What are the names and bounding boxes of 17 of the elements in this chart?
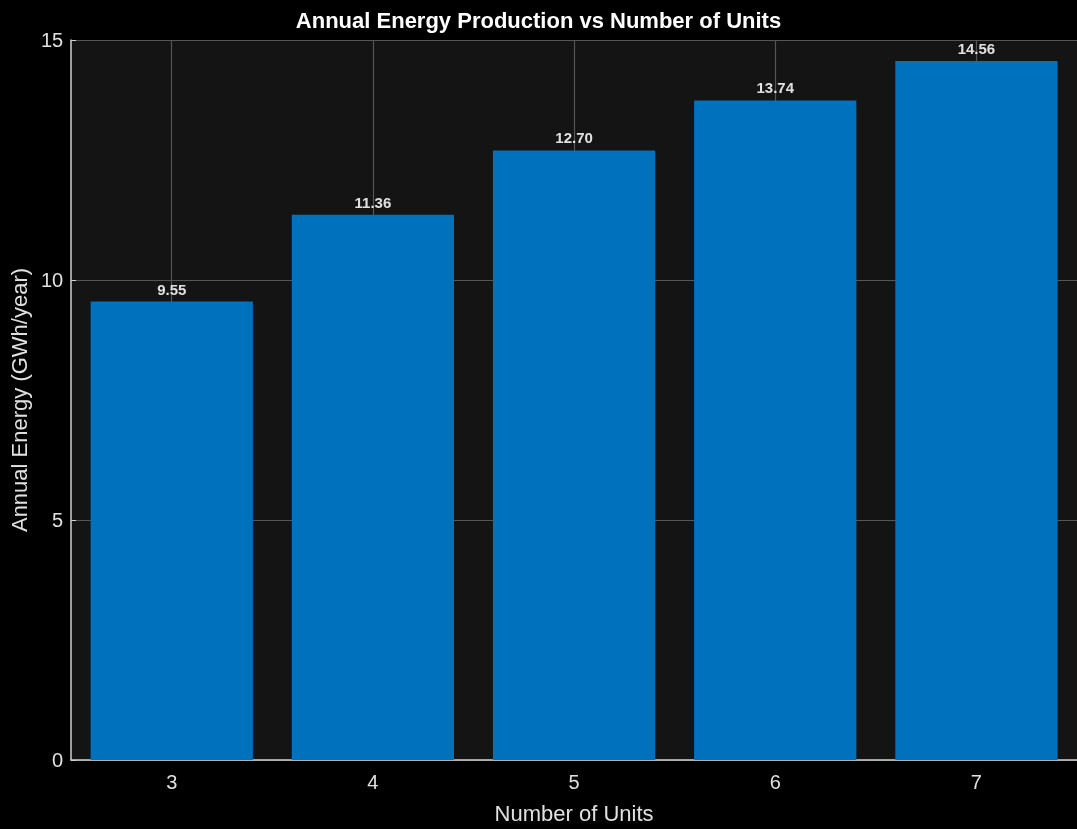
- y-tick-label: 0: [52, 749, 64, 771]
- data-label: 11.36: [354, 193, 392, 211]
- data-label: 14.56: [957, 40, 996, 58]
- x-axis-title: Number of Units: [494, 800, 654, 826]
- data-label: 9.55: [157, 280, 187, 298]
- x-tick-label: 7: [970, 771, 982, 793]
- y-tick-label: 10: [40, 269, 64, 291]
- x-tick-label: 5: [568, 771, 580, 793]
- data-label: 13.74: [756, 79, 795, 97]
- y-tick-label: 15: [40, 29, 64, 51]
- y-tick-label: 5: [52, 509, 64, 531]
- data-label: 12.70: [555, 129, 593, 147]
- x-tick-label: 6: [769, 771, 781, 793]
- x-tick-label: 4: [367, 771, 379, 793]
- x-tick-label: 3: [166, 771, 178, 793]
- chart-title: Annual Energy Production vs Number of Units: [295, 7, 782, 33]
- y-axis-title: Annual Energy (GWh/year): [6, 267, 32, 533]
